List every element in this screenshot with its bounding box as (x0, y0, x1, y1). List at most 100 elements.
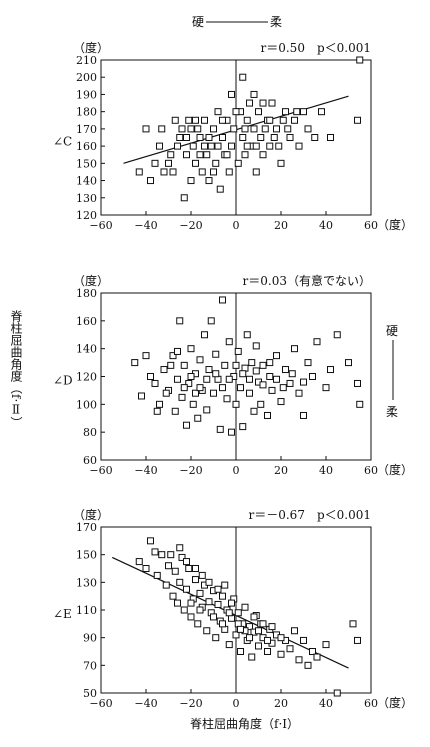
data-point (241, 603, 249, 611)
data-point (252, 168, 260, 176)
data-point (354, 116, 361, 124)
data-point (187, 125, 195, 133)
data-point (142, 125, 150, 133)
y-tick-label: 150 (76, 157, 97, 170)
data-point (187, 177, 195, 185)
data-point (250, 613, 258, 621)
data-point (277, 634, 285, 642)
data-point (291, 116, 298, 124)
x-tick-label: −40 (134, 219, 157, 232)
y-tick-label: 160 (76, 315, 97, 328)
data-point (268, 99, 276, 107)
data-point (279, 384, 287, 392)
data-point (162, 581, 170, 589)
data-point (167, 551, 175, 559)
y-tick-label: 80 (83, 426, 97, 439)
data-point (142, 565, 150, 572)
x-axis-label: 脊柱屈曲角度（f·I） (190, 716, 299, 731)
data-point (171, 116, 179, 124)
y-tick-label: 120 (76, 371, 97, 384)
data-point (216, 185, 224, 193)
data-point (279, 116, 287, 124)
angle-label: ∠E (53, 607, 72, 621)
data-point (151, 548, 159, 556)
data-point (174, 142, 181, 150)
data-point (178, 553, 186, 561)
data-point (187, 613, 195, 621)
data-point (183, 421, 190, 429)
x-tick-label: −60 (89, 464, 112, 477)
x-tick-label: 0 (233, 464, 240, 477)
panel-c: 120 130 140 150 160 170 180 190 200 210 −60 −40 −20 0… (53, 40, 413, 232)
data-point (354, 379, 361, 387)
data-point (203, 151, 211, 159)
data-point (178, 393, 186, 401)
data-point (167, 361, 175, 369)
top-scale-hard-label: 硬 (192, 15, 204, 29)
x-tick-label: 0 (233, 697, 240, 710)
data-point (248, 359, 256, 367)
data-point (288, 370, 296, 378)
data-point (246, 623, 253, 631)
data-point (158, 125, 166, 133)
data-point (286, 379, 294, 387)
data-point (156, 400, 163, 408)
data-point (210, 389, 217, 397)
data-point (214, 142, 222, 150)
data-point (300, 108, 307, 116)
x-tick-label: 20 (274, 697, 288, 710)
data-point (228, 142, 235, 150)
data-point (282, 108, 289, 116)
y-tick-label: 210 (76, 54, 97, 67)
data-point (205, 578, 213, 586)
y-tick-label: 130 (76, 192, 97, 205)
data-point (201, 116, 208, 124)
data-point (273, 375, 280, 383)
x-tick-label: −20 (179, 697, 202, 710)
data-point (225, 375, 233, 383)
x-tick-label: −60 (89, 219, 112, 232)
data-point (198, 168, 206, 176)
x-tick-label: 60 (364, 464, 378, 477)
data-point (162, 389, 170, 397)
data-point (189, 400, 197, 408)
data-point (261, 125, 269, 133)
data-point (232, 361, 240, 369)
data-point (174, 347, 181, 355)
data-point (185, 379, 193, 387)
data-point (266, 116, 274, 124)
data-point (185, 565, 193, 572)
data-point (257, 134, 265, 141)
data-point (246, 99, 253, 107)
data-point (192, 576, 199, 584)
data-point (153, 571, 161, 579)
data-point (165, 562, 172, 570)
data-point (268, 623, 276, 631)
data-point (304, 359, 312, 367)
y-tick-label: 130 (76, 576, 97, 589)
data-point (180, 606, 188, 614)
y-tick-label: 180 (76, 287, 97, 300)
data-point (270, 134, 278, 141)
x-unit-label: （度） (377, 695, 413, 710)
data-point (356, 56, 364, 64)
data-point (252, 142, 260, 150)
data-point (318, 108, 325, 116)
y-tick-label: 200 (76, 71, 97, 84)
x-unit-label: （度） (377, 462, 413, 477)
data-point (196, 589, 204, 597)
data-point (151, 379, 159, 387)
data-point (212, 350, 220, 358)
top-scale-soft-label: 柔 (270, 15, 282, 29)
data-point (243, 331, 251, 339)
data-point (216, 425, 224, 433)
data-point (255, 627, 262, 635)
y-axis-side-label: 脊柱屈曲角度（f·Ⅱ） (9, 310, 23, 429)
data-point (248, 653, 256, 661)
data-point (158, 551, 166, 559)
data-point (264, 648, 271, 655)
data-point (219, 620, 226, 628)
data-point (196, 151, 204, 159)
data-point (223, 395, 231, 403)
